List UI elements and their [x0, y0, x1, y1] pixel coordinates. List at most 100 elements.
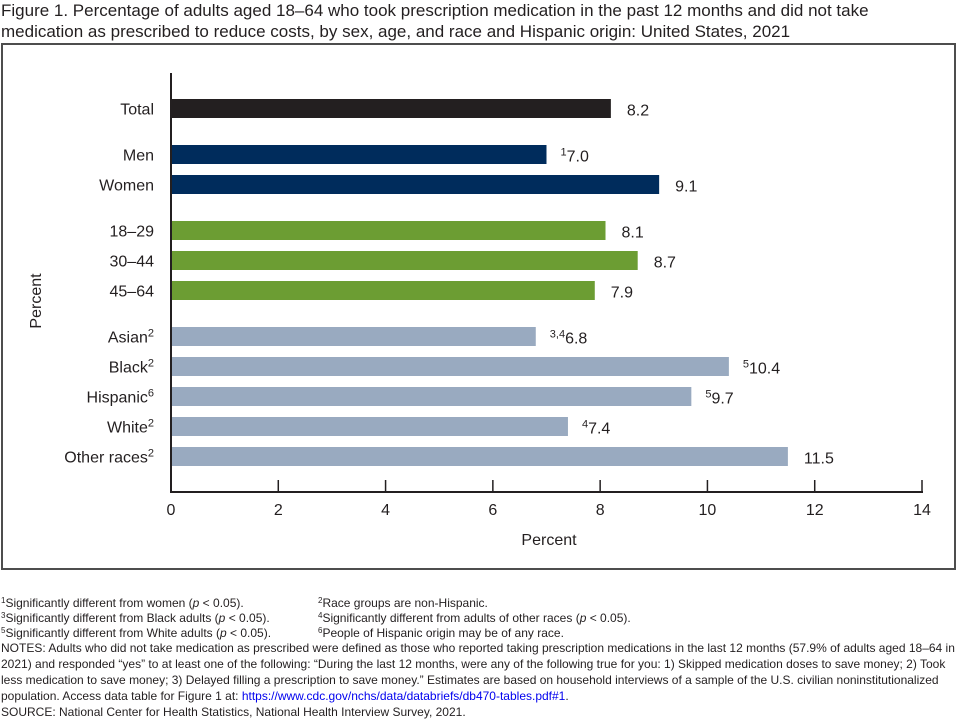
- value-label-superscript: 5: [743, 359, 749, 371]
- footnote: 4Significantly different from adults of …: [318, 610, 631, 626]
- category-label: 45–64: [110, 284, 155, 301]
- bar-chart: 0 2 4 6 8 10 12 14 TotalMenWomen18–2930–4445–64…: [28, 73, 931, 549]
- footnote-marker: 4: [318, 611, 323, 620]
- category-label-text: Total: [120, 102, 154, 119]
- category-label-text: Hispanic: [87, 390, 148, 407]
- value-label-text: 8.1: [622, 225, 644, 242]
- value-label-text: 9.7: [711, 391, 733, 408]
- notes-text: NOTES: Adults who did not take medicatio…: [1, 641, 955, 703]
- footnote-text-end: < 0.05).: [225, 611, 270, 625]
- footnote-marker: 2: [318, 596, 323, 605]
- value-label-superscript: 5: [705, 389, 711, 401]
- bar: [172, 417, 568, 436]
- footnote: 3Significantly different from Black adul…: [1, 610, 270, 626]
- x-tick-label: 2: [274, 502, 283, 519]
- bar: [172, 327, 536, 346]
- x-tick-label: 6: [488, 502, 497, 519]
- category-label-text: Men: [123, 148, 154, 165]
- value-label-text: 6.8: [565, 331, 587, 348]
- footnote: 6People of Hispanic origin may be of any…: [318, 625, 564, 641]
- value-label: 17.0: [561, 147, 589, 166]
- axes: 0 2 4 6 8 10 12 14: [167, 73, 931, 519]
- value-label: 8.7: [654, 255, 676, 272]
- category-label: Other races2: [64, 448, 154, 467]
- value-label: 3,46.8: [550, 329, 588, 348]
- category-label-superscript: 2: [148, 328, 154, 340]
- x-tick-label: 4: [381, 502, 390, 519]
- value-label-text: 11.5: [804, 451, 834, 468]
- x-tick-label: 0: [167, 502, 176, 519]
- footnote-p-symbol: p: [218, 611, 226, 625]
- value-label-text: 8.7: [654, 255, 676, 272]
- value-label: 7.9: [611, 285, 633, 302]
- footnote-marker: 1: [1, 596, 6, 605]
- x-tick-label: 10: [699, 502, 717, 519]
- value-label-text: 8.2: [627, 103, 649, 120]
- value-label-text: 7.9: [611, 285, 633, 302]
- value-label: 9.1: [675, 179, 697, 196]
- category-label: Black2: [109, 358, 154, 377]
- footnote-text-end: < 0.05).: [226, 626, 272, 640]
- value-label-text: 10.4: [749, 361, 780, 378]
- footnote-marker: 3: [1, 611, 6, 620]
- bar: [172, 357, 729, 376]
- footnote-text: Significantly different from Black adult…: [5, 611, 219, 625]
- category-label-text: Women: [99, 178, 154, 195]
- x-tick-label: 14: [913, 502, 931, 519]
- value-label-superscript: 1: [561, 147, 567, 159]
- data-table-link[interactable]: https://www.cdc.gov/nchs/data/databriefs…: [241, 689, 566, 703]
- category-label: 30–44: [110, 254, 155, 271]
- value-label-superscript: 4: [582, 419, 588, 431]
- category-label-superscript: 2: [148, 358, 154, 370]
- category-label-text: Asian: [108, 330, 148, 347]
- category-label: White2: [107, 418, 154, 437]
- x-tick-label: 12: [806, 502, 824, 519]
- footnote-text: Significantly different from White adult…: [5, 626, 220, 640]
- category-label: Total: [120, 102, 154, 119]
- value-label: 59.7: [705, 389, 733, 408]
- footnote-marker: 6: [318, 626, 323, 635]
- notes-block: NOTES: Adults who did not take medicatio…: [1, 640, 959, 720]
- notes-link-period: .: [565, 689, 569, 703]
- footnote-p-symbol: p: [579, 611, 587, 625]
- footnote-text: Race groups are non-Hispanic.: [322, 596, 488, 610]
- footnote: 2Race groups are non-Hispanic.: [318, 595, 488, 611]
- bar: [172, 175, 660, 194]
- bar: [172, 99, 611, 118]
- category-label-text: White: [107, 420, 148, 437]
- category-label-superscript: 6: [148, 388, 154, 400]
- footnote-text: People of Hispanic origin may be of any …: [322, 626, 564, 640]
- footnote-p-symbol: p: [192, 596, 200, 610]
- value-label: 8.2: [627, 103, 649, 120]
- footnote-text: Significantly different from women (: [5, 596, 193, 610]
- footnote-marker: 5: [1, 626, 6, 635]
- category-label: Hispanic6: [87, 388, 154, 407]
- bar: [172, 145, 547, 164]
- category-label-text: Black: [109, 360, 149, 377]
- source-text: SOURCE: National Center for Health Stati…: [1, 705, 466, 719]
- category-label: 18–29: [110, 224, 155, 241]
- chart-frame: [1, 43, 956, 570]
- category-label-text: 30–44: [110, 254, 155, 271]
- category-label-text: 18–29: [110, 224, 155, 241]
- value-label-text: 7.4: [588, 421, 610, 438]
- figure-title-line-2: medication as prescribed to reduce costs…: [1, 22, 791, 41]
- footnote: 1Significantly different from women (p <…: [1, 595, 244, 611]
- value-label: 47.4: [582, 419, 610, 438]
- x-axis-title: Percent: [521, 532, 577, 549]
- value-label: 8.1: [622, 225, 644, 242]
- category-label-superscript: 2: [148, 418, 154, 430]
- x-tick-label: 8: [596, 502, 605, 519]
- category-label: Asian2: [108, 328, 154, 347]
- bar: [172, 221, 606, 240]
- figure-title: Figure 1. Percentage of adults aged 18–6…: [1, 0, 959, 42]
- value-label: 510.4: [743, 359, 780, 378]
- value-label-text: 9.1: [675, 179, 697, 196]
- category-labels: TotalMenWomen18–2930–4445–64Asian2Black2…: [64, 102, 154, 467]
- figure-title-line-1: Figure 1. Percentage of adults aged 18–6…: [1, 1, 869, 20]
- footnote-text-end: < 0.05).: [199, 596, 244, 610]
- bars: [172, 99, 788, 466]
- footnote-p-symbol: p: [220, 626, 227, 640]
- bar: [172, 251, 638, 270]
- value-label: 11.5: [804, 451, 834, 468]
